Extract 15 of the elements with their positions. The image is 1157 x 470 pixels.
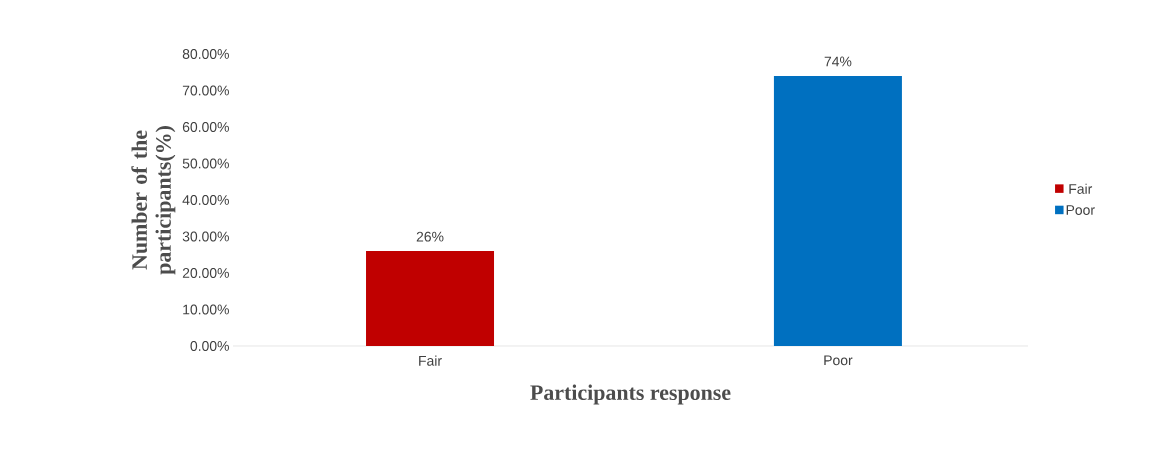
data-label: 26% <box>416 231 444 242</box>
legend-label: Fair <box>1069 183 1093 194</box>
data-label: 74% <box>824 56 852 67</box>
y-tick-label: 20.00% <box>182 268 229 278</box>
y-tick-label: 30.00% <box>182 231 229 242</box>
legend-label: Poor <box>1066 205 1095 215</box>
y-tick-label: 70.00% <box>182 85 229 96</box>
y-tick-label: 10.00% <box>183 304 229 315</box>
y-tick-label: 50.00% <box>182 158 229 169</box>
x-axis-title: Participants response <box>530 384 731 405</box>
y-tick-label: 0.00% <box>190 341 229 351</box>
y-tick-label: 60.00% <box>182 122 229 132</box>
y-tick-label: 80.00% <box>182 49 229 59</box>
y-axis-title: Number of the participants(%) <box>131 126 176 275</box>
y-tick-label: 40.00% <box>182 195 229 205</box>
